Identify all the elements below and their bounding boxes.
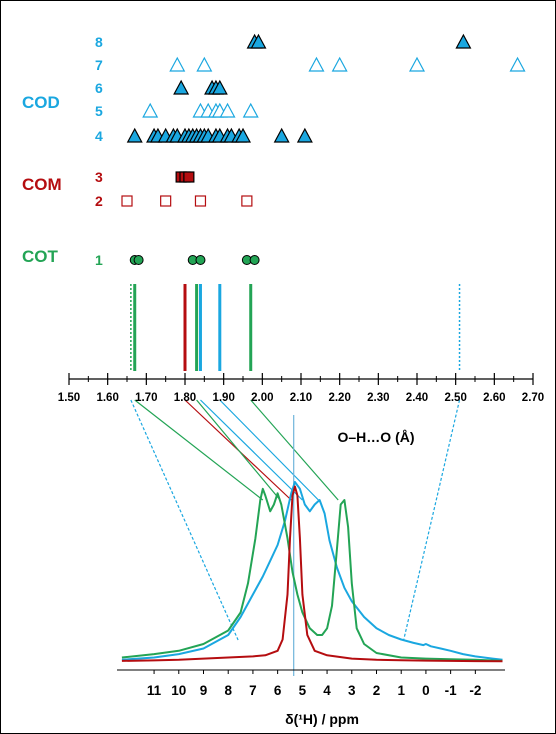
- row-label-5: 5: [95, 103, 103, 119]
- spectrum-curve-0: [121, 481, 503, 661]
- distance-axis-title: O–H…O (Å): [338, 429, 415, 445]
- point-row4-0: [126, 127, 143, 143]
- distance-tick-label-6: 2.10: [290, 392, 312, 404]
- row-label-7: 7: [95, 57, 103, 73]
- point-row1-3: [195, 255, 206, 265]
- row-label-4: 4: [95, 128, 103, 144]
- ppm-tick-label-6: 5: [299, 683, 307, 698]
- distance-tick-label-0: 1.50: [58, 392, 80, 404]
- connector-line-7: [403, 399, 461, 641]
- connector-line-6: [250, 399, 339, 501]
- ppm-tick-label-8: 3: [348, 683, 356, 698]
- point-row6-0: [173, 79, 190, 95]
- point-row4-19: [273, 127, 290, 143]
- scatter-points: [121, 33, 526, 265]
- point-row7-3: [331, 56, 348, 72]
- point-row4-20: [296, 127, 313, 143]
- point-row2-3: [241, 195, 253, 207]
- ppm-tick-label-3: 8: [224, 683, 232, 698]
- distance-tick-label-10: 2.50: [444, 392, 466, 404]
- row-label-3: 3: [95, 169, 103, 185]
- connector-line-4: [200, 399, 303, 501]
- ppm-tick-label-9: 2: [373, 683, 381, 698]
- point-row7-2: [308, 56, 325, 72]
- connector-line-5: [219, 399, 319, 501]
- row-label-8: 8: [95, 34, 103, 50]
- point-row6-3: [211, 79, 228, 95]
- group-labels: COD COM COT: [22, 93, 62, 266]
- point-row8-1: [250, 33, 267, 49]
- point-row3-2: [183, 171, 195, 183]
- distance-tick-label-11: 2.60: [483, 392, 505, 404]
- ppm-tick-label-11: 0: [422, 683, 430, 698]
- distance-tick-label-8: 2.30: [367, 392, 389, 404]
- spectrum-curve-2: [121, 485, 503, 663]
- distance-tick-label-12: 2.70: [522, 392, 544, 404]
- point-row7-5: [509, 56, 526, 72]
- ppm-axis-title: δ(¹H) / ppm: [285, 711, 359, 727]
- group-label-cot: COT: [22, 247, 59, 266]
- reference-lines: [130, 284, 461, 371]
- ppm-tick-label-4: 7: [249, 683, 257, 698]
- point-row5-5: [219, 102, 236, 118]
- point-row7-1: [196, 56, 213, 72]
- row-labels: 8 7 6 5 4 3 2 1: [95, 34, 103, 268]
- connector-line-0: [130, 399, 239, 641]
- group-label-cod: COD: [22, 93, 60, 112]
- ppm-tick-label-7: 4: [323, 683, 331, 698]
- point-row1-1: [133, 255, 144, 265]
- point-row5-0: [142, 102, 159, 118]
- point-row2-2: [194, 195, 207, 207]
- ppm-tick-label-1: 10: [171, 683, 186, 698]
- nmr-spectra: [121, 415, 503, 676]
- connector-line-3: [196, 399, 281, 501]
- connector-lines: [130, 399, 461, 641]
- distance-tick-label-9: 2.40: [406, 392, 428, 404]
- distance-tick-label-1: 1.60: [96, 392, 118, 404]
- spectrum-curve-1: [121, 487, 503, 662]
- distance-axis: 1.50 1.60 1.70 1.80 1.90 2.00 2.10 2.20 2.30 2.40…: [58, 373, 544, 445]
- point-row7-4: [408, 56, 426, 72]
- ppm-tick-label-5: 6: [274, 683, 282, 698]
- distance-tick-label-7: 2.20: [328, 392, 350, 404]
- distance-tick-label-2: 1.70: [135, 392, 157, 404]
- ppm-tick-label-12: -1: [445, 683, 457, 698]
- point-row2-0: [121, 195, 133, 207]
- point-row4-18: [234, 127, 252, 143]
- row-label-1: 1: [95, 252, 103, 268]
- ppm-axis: 11 10 9 8 7 6 5 4 3 2 1 0 -1 -2δ(¹H) / ppm: [117, 669, 505, 727]
- row-label-6: 6: [95, 80, 103, 96]
- point-row1-5: [249, 255, 260, 265]
- ppm-tick-label-13: -2: [469, 683, 481, 698]
- point-row7-0: [169, 56, 186, 72]
- ppm-tick-label-0: 11: [147, 683, 162, 698]
- connector-line-1: [134, 399, 264, 501]
- point-row5-6: [242, 102, 259, 118]
- ppm-tick-label-10: 1: [397, 683, 405, 698]
- row-label-2: 2: [95, 193, 103, 209]
- point-row8-2: [455, 33, 472, 49]
- ppm-tick-label-2: 9: [200, 683, 208, 698]
- distance-tick-label-3: 1.80: [174, 392, 196, 404]
- distance-tick-label-5: 2.00: [251, 392, 273, 404]
- point-row2-1: [160, 195, 172, 207]
- group-label-com: COM: [22, 175, 62, 194]
- distance-tick-label-4: 1.90: [212, 392, 234, 404]
